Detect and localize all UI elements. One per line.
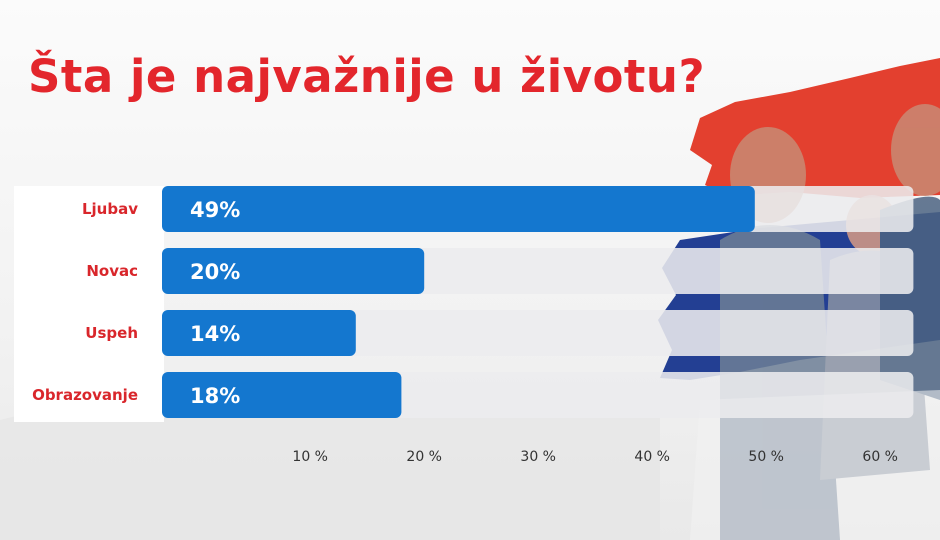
- label-panel: [14, 186, 164, 422]
- category-label: Uspeh: [85, 324, 138, 342]
- category-label: Novac: [86, 262, 138, 280]
- value-label: 49%: [190, 198, 240, 222]
- value-label: 18%: [190, 384, 240, 408]
- category-label: Ljubav: [82, 200, 138, 218]
- value-label: 20%: [190, 260, 240, 284]
- value-label: 14%: [190, 322, 240, 346]
- x-tick-label: 40 %: [634, 449, 670, 465]
- x-tick-label: 50 %: [748, 449, 784, 465]
- bar: [162, 310, 356, 356]
- bar: [162, 372, 402, 418]
- bar: [162, 248, 425, 294]
- x-tick-label: 10 %: [292, 449, 328, 465]
- x-tick-label: 20 %: [406, 449, 442, 465]
- x-tick-label: 30 %: [520, 449, 556, 465]
- category-label: Obrazovanje: [32, 386, 138, 404]
- x-tick-label: 60 %: [862, 449, 898, 465]
- chart-title: Šta je najvažnije u životu?: [28, 50, 706, 103]
- bar: [162, 186, 755, 232]
